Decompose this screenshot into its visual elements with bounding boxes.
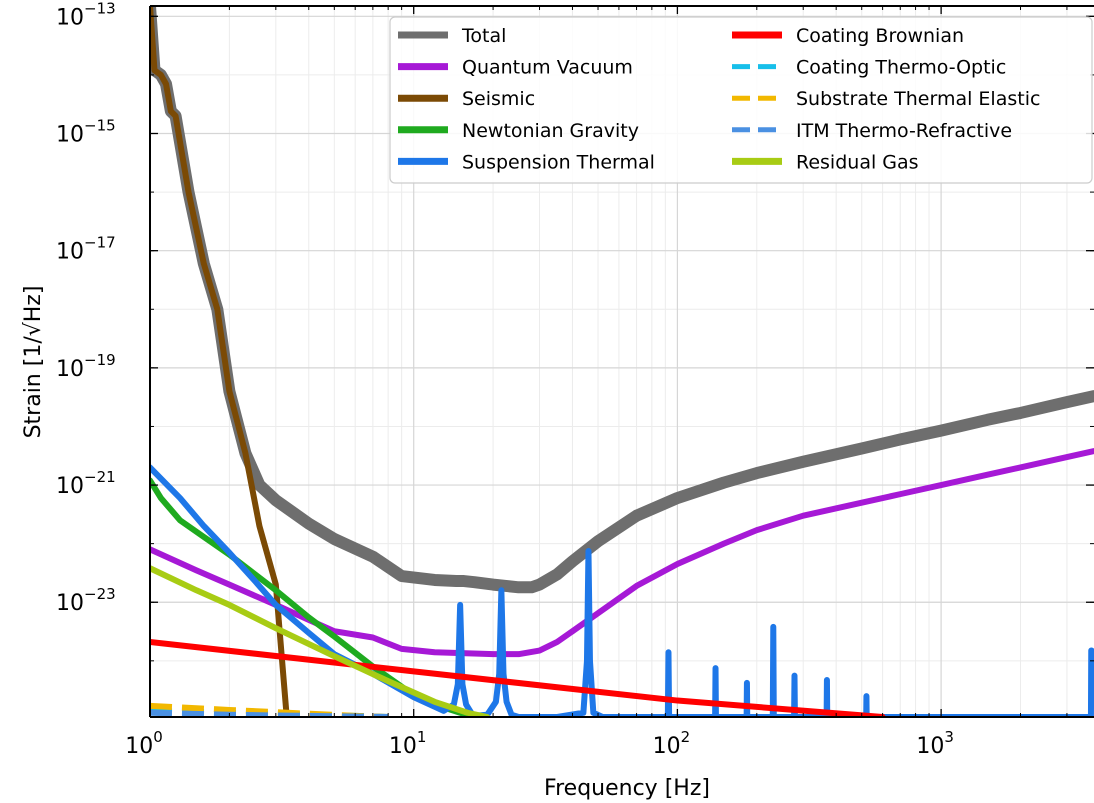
y-axis-title: Strain [1/√Hz]	[21, 286, 46, 439]
x-tick-exponent: 2	[681, 728, 691, 746]
series-line-coating-brownian	[150, 638, 886, 717]
y-tick-exponent: −17	[84, 234, 116, 252]
legend-label: Substrate Thermal Elastic	[796, 88, 1040, 110]
legend-entry: Substrate Thermal Elastic	[732, 88, 1040, 110]
y-tick-label: 10−19	[56, 351, 116, 382]
y-tick-exponent: −13	[84, 0, 116, 17]
x-axis-title: Frequency [Hz]	[544, 776, 710, 801]
legend-entry: ITM Thermo-Refractive	[732, 120, 1012, 142]
x-tick-exponent: 0	[153, 728, 163, 746]
x-tick-exponent: 3	[944, 728, 954, 746]
legend-label: Suspension Thermal	[462, 151, 655, 173]
y-tick-exponent: −21	[84, 468, 116, 486]
axes-frame	[149, 5, 1094, 718]
y-tick-label: 10−23	[56, 585, 116, 616]
x-tick-label: 102	[653, 728, 691, 759]
legend-entry: Newtonian Gravity	[398, 120, 639, 142]
series-line-itm-thermo-refractive	[150, 709, 389, 717]
y-tick-label: 10−15	[56, 117, 116, 148]
legend-entry: Suspension Thermal	[398, 151, 655, 173]
y-tick-label: 10−17	[56, 234, 116, 265]
x-tick-exponent: 1	[417, 728, 427, 746]
y-tick-label: 10−13	[56, 0, 116, 30]
series-line-quantum-vacuum	[150, 448, 1094, 658]
legend-entry: Coating Thermo-Optic	[732, 57, 1006, 79]
legend-label: Coating Brownian	[796, 25, 964, 47]
legend-entry: Quantum Vacuum	[398, 57, 633, 79]
x-tick-label: 103	[916, 728, 954, 759]
y-tick-exponent: −19	[84, 351, 116, 369]
legend-label: Total	[461, 25, 506, 47]
legend-label: Residual Gas	[796, 151, 919, 173]
legend-entry: Total	[398, 25, 506, 47]
y-tick-label: 10−21	[56, 468, 116, 499]
legend-entry: Seismic	[398, 88, 535, 110]
legend-entry: Coating Brownian	[732, 25, 964, 47]
series-line-residual-gas	[150, 565, 491, 717]
series-line-suspension-thermal	[150, 464, 1094, 717]
series-line-substrate-thermal-elastic	[150, 702, 389, 717]
legend-label: ITM Thermo-Refractive	[796, 120, 1012, 142]
x-tick-label: 101	[389, 728, 427, 759]
y-tick-exponent: −23	[84, 585, 116, 603]
legend-label: Newtonian Gravity	[462, 120, 639, 142]
legend-label: Coating Thermo-Optic	[796, 57, 1006, 79]
series-group	[150, 6, 1094, 717]
series-line-seismic	[150, 6, 290, 717]
legend-entry: Residual Gas	[732, 151, 919, 173]
x-tick-label: 100	[125, 728, 163, 759]
legend-label: Quantum Vacuum	[462, 57, 633, 79]
y-tick-exponent: −15	[84, 117, 116, 135]
legend: Total Quantum Vacuum Seismic Newtonian Grav…	[389, 16, 1093, 184]
legend-label: Seismic	[462, 88, 535, 110]
